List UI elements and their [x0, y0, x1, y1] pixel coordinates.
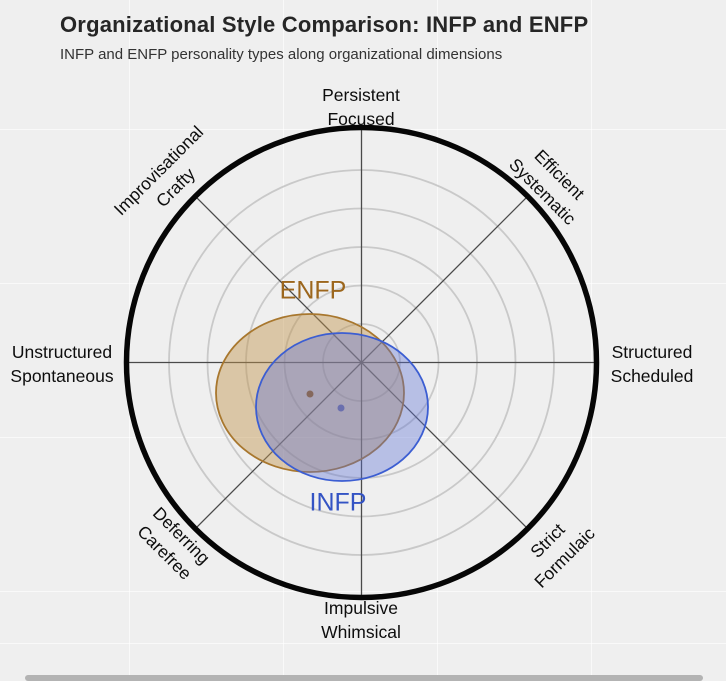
series-label-enfp: ENFP [279, 276, 347, 305]
background-gridline [0, 591, 726, 592]
axis-label-line: Whimsical [321, 622, 401, 642]
spoke-line [361, 195, 529, 363]
axis-label-line: Impulsive [324, 598, 398, 618]
enfp-center-dot [306, 390, 314, 398]
outer-boundary-ring [123, 124, 600, 601]
chart-subtitle: INFP and ENFP personality types along or… [60, 46, 503, 63]
background-gridline [0, 283, 726, 284]
spoke-line [194, 195, 362, 363]
axis-label-line: Scheduled [610, 366, 694, 386]
series-label-infp: INFP [309, 488, 367, 517]
axis-label-line: Spontaneous [10, 366, 114, 386]
axis-label-line: Structured [611, 342, 693, 362]
background-gridline [437, 0, 438, 680]
background-gridline [283, 0, 284, 680]
infp-center-dot [337, 404, 345, 412]
axis-label-line: Unstructured [11, 342, 113, 362]
page-title: Organizational Style Comparison: INFP an… [60, 12, 589, 37]
axis-label-line: Persistent [322, 85, 400, 105]
axis-label-line: Focused [327, 109, 395, 129]
background-gridline [0, 437, 726, 438]
spoke-line [194, 362, 362, 530]
background-gridline [0, 643, 726, 644]
spoke-line [361, 362, 529, 530]
background-gridline [591, 0, 592, 680]
horizontal-scrollbar-thumb[interactable] [25, 675, 703, 681]
